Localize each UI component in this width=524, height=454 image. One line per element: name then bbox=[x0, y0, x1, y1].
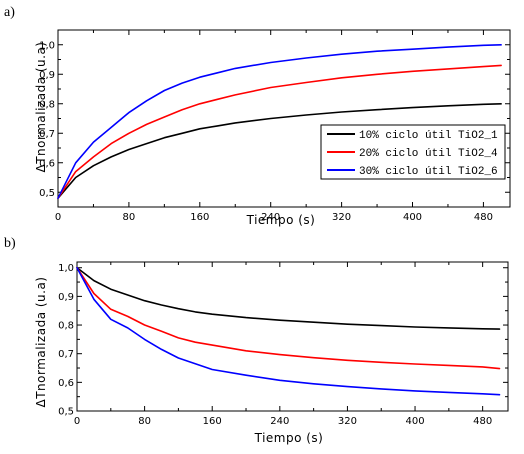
panel-a-y-axis-label: ΔTnormalizada (u.a) bbox=[34, 42, 48, 173]
panel-b-y-tick-label: 0,6 bbox=[58, 378, 74, 389]
panel-b-y-tick-label: 1,0 bbox=[58, 263, 74, 274]
panel-b-plot-frame bbox=[76, 261, 509, 412]
panel-b-plot-area: 0 80 160 240 320 400 480 0,5 0,6 0,7 0,8 0,9 1,0 bbox=[58, 261, 509, 427]
legend-label-series-3: 30% ciclo útil TiO2_6 bbox=[359, 166, 498, 178]
panel-a-x-tick-label: 160 bbox=[190, 212, 209, 223]
panel-a-legend: 10% ciclo útil TiO2_1 20% ciclo útil TiO… bbox=[320, 124, 506, 180]
legend-label-series-2: 20% ciclo útil TiO2_4 bbox=[359, 148, 498, 160]
panel-a-y-tick-label: 0,5 bbox=[39, 188, 55, 199]
panel-a-series-line-1 bbox=[57, 103, 502, 199]
panel-b-y-tick-label: 0,9 bbox=[58, 292, 74, 303]
panel-b-y-tick-label: 0,7 bbox=[58, 349, 74, 360]
panel-a-plot-area: 0 80 160 240 320 400 480 0,5 0,6 0,7 0,8 0,9 1,0 bbox=[39, 29, 511, 223]
panel-a-y-tick-label: 0,6 bbox=[39, 158, 55, 169]
panel-a-x-axis-label: Tiempo (s) bbox=[246, 213, 316, 227]
panel-b-x-tick-label: 400 bbox=[405, 416, 424, 427]
panel-a-x-tick-label: 400 bbox=[403, 212, 422, 223]
panel-a-series-line-3 bbox=[57, 43, 502, 199]
legend-label-series-1: 10% ciclo útil TiO2_1 bbox=[359, 130, 498, 142]
panel-b-x-axis-label: Tiempo (s) bbox=[254, 431, 324, 445]
panel-a-x-tick-label: 240 bbox=[261, 212, 280, 223]
panel-b-y-tick-label: 0,5 bbox=[58, 407, 74, 418]
panel-a-x-tick-label: 0 bbox=[55, 212, 61, 223]
panel-a-x-tick-label: 480 bbox=[474, 212, 493, 223]
panel-a-plot-frame bbox=[57, 29, 511, 208]
panel-a-series-line-2 bbox=[57, 64, 502, 199]
panel-b-letter: b) bbox=[4, 236, 16, 251]
panel-b-series-line-3 bbox=[76, 266, 501, 396]
panel-a-y-tick-label: 0,7 bbox=[39, 129, 55, 140]
panel-b-x-tick-label: 0 bbox=[74, 416, 80, 427]
panel-b-x-tick-label: 80 bbox=[138, 416, 151, 427]
panel-a-y-tick-label: 0,8 bbox=[39, 99, 55, 110]
panel-b-x-tick-label: 480 bbox=[473, 416, 492, 427]
panel-b-series-line-1 bbox=[76, 266, 501, 330]
panel-b-x-tick-label: 320 bbox=[338, 416, 357, 427]
panel-a-y-tick-label: 0,9 bbox=[39, 70, 55, 81]
panel-b-y-tick-label: 0,8 bbox=[58, 321, 74, 332]
chart-panel-a: a) ΔTnormalizada (u.a) Tiempo (s) 0 80 160… bbox=[4, 5, 511, 227]
panel-b-x-tick-label: 240 bbox=[270, 416, 289, 427]
panel-b-series-line-2 bbox=[76, 266, 501, 370]
panel-a-letter: a) bbox=[4, 5, 15, 20]
panel-a-y-tick-label: 1,0 bbox=[39, 40, 55, 51]
panel-a-x-tick-label: 320 bbox=[332, 212, 351, 223]
panel-a-x-tick-label: 80 bbox=[123, 212, 136, 223]
chart-panel-b: b) ΔTnormalizada (u.a) Tiempo (s) 0 80 160… bbox=[4, 236, 509, 445]
panel-b-y-axis-label: ΔTnormalizada (u.a) bbox=[34, 277, 48, 408]
panel-b-x-tick-label: 160 bbox=[203, 416, 222, 427]
